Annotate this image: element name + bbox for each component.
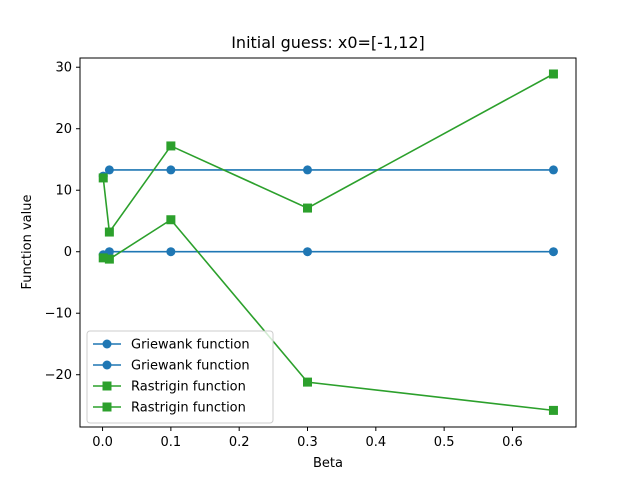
chart-title: Initial guess: x0=[-1,12] [231,33,425,52]
legend-label: Rastrigin function [131,380,246,395]
plot-frame [79,57,577,428]
data-point [104,254,114,264]
x-axis-label: Beta [313,456,343,471]
data-point [548,69,558,79]
legend-label: Griewank function [131,359,250,374]
data-point [166,215,176,225]
data-point [166,247,176,257]
data-point [98,173,108,183]
y-tick-label: 20 [55,122,72,137]
series-3 [98,215,558,415]
x-tick-label: 0.2 [229,435,250,450]
legend-label: Rastrigin function [131,401,246,416]
data-point [104,227,114,237]
legend-entry: Griewank function [93,359,250,374]
legend-marker [102,381,112,391]
x-tick-label: 0.5 [434,435,455,450]
data-point [303,377,313,387]
x-tick-label: 0.1 [161,435,182,450]
data-point [98,253,108,263]
data-point [548,247,558,257]
series-line [102,73,554,235]
data-point [303,165,313,175]
data-point [548,405,558,415]
x-tick-label: 0.4 [365,435,386,450]
legend: Griewank function Griewank function Rastri… [86,330,274,424]
x-tick-label: 0.3 [297,435,318,450]
axes: 0.0 0.1 0.2 0.3 0.4 0.5 0.6 −20 −10 0 10 20 30 [45,57,577,450]
plot-area [98,69,558,415]
data-point [548,165,558,175]
data-point [104,165,114,175]
data-point [166,141,176,151]
data-point [303,247,313,257]
legend-entry: Rastrigin function [93,401,246,416]
legend-entry: Rastrigin function [93,380,246,395]
legend-label: Griewank function [131,338,250,353]
y-tick-label: −20 [45,368,72,383]
legend-marker [102,360,112,370]
y-tick-label: 0 [64,245,72,260]
data-point [303,203,313,213]
series-0 [98,165,558,181]
legend-box [86,330,274,424]
series-1 [98,247,558,260]
legend-entry: Griewank function [93,338,250,353]
legend-marker [102,339,112,349]
legend-marker [102,402,112,412]
data-point [166,165,176,175]
y-tick-label: 30 [55,61,72,76]
x-tick-label: 0.6 [502,435,523,450]
y-axis-label: Function value [20,195,35,290]
y-tick-label: −10 [45,307,72,322]
series-2 [98,69,558,237]
y-tick-label: 10 [55,184,72,199]
x-tick-label: 0.0 [92,435,113,450]
